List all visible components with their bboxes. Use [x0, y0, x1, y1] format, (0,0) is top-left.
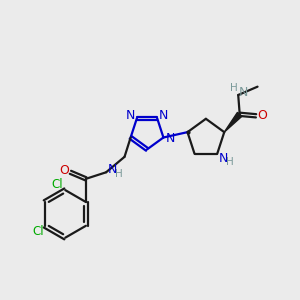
Text: N: N: [159, 109, 168, 122]
Text: N: N: [126, 109, 135, 122]
Text: Cl: Cl: [51, 178, 63, 191]
Text: N: N: [107, 163, 117, 176]
Text: H: H: [226, 157, 234, 167]
Text: O: O: [258, 109, 268, 122]
Text: H: H: [230, 83, 238, 93]
Polygon shape: [224, 112, 242, 132]
Text: Cl: Cl: [32, 225, 44, 238]
Text: N: N: [239, 85, 248, 98]
Text: N: N: [165, 133, 175, 146]
Text: H: H: [115, 169, 122, 179]
Text: N: N: [218, 152, 228, 165]
Text: O: O: [59, 164, 69, 177]
